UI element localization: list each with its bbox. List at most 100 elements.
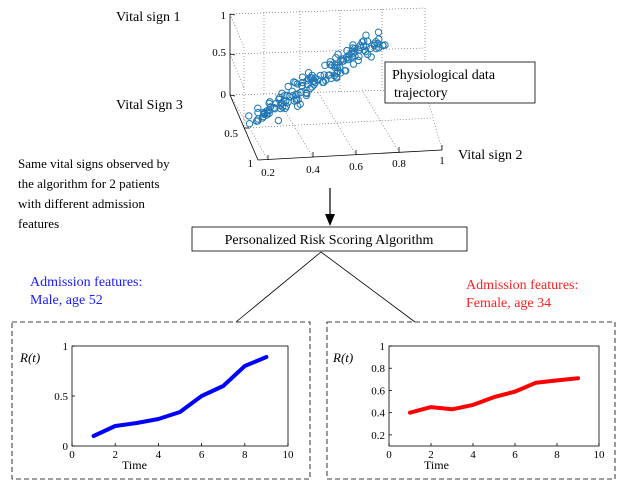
scatter-point <box>302 91 311 100</box>
scatter-point <box>333 74 341 82</box>
scatter-point <box>310 77 319 85</box>
x-tick-label: 4 <box>470 449 476 461</box>
z-tick-1: 1 <box>221 10 227 22</box>
scatter-point <box>349 41 357 49</box>
x-tick-0-6: 0.6 <box>349 161 363 173</box>
algorithm-label: Personalized Risk Scoring Algorithm <box>225 233 434 248</box>
scatter-point <box>284 82 292 91</box>
x-tick-0-8: 0.8 <box>392 158 406 170</box>
side-note-line-2: the algorithm for 2 patients <box>18 176 160 191</box>
scatter-point <box>351 47 359 56</box>
scatter-point <box>330 71 339 80</box>
scatter-points <box>245 28 389 128</box>
scatter-point <box>292 95 300 103</box>
left-panel-frame <box>11 321 311 480</box>
scatter-point <box>334 50 342 58</box>
risk-series-line <box>408 376 580 415</box>
left-xlabel: Time <box>122 458 147 472</box>
x-tick-label: 8 <box>554 449 560 461</box>
scatter-point <box>356 43 365 52</box>
algorithm-box-frame <box>191 226 468 252</box>
scatter-point <box>270 104 278 112</box>
scatter-point <box>379 41 387 49</box>
side-note-line-1: Same vital signs observed by <box>18 156 170 171</box>
x-tick-1: 1 <box>439 155 445 167</box>
scatter-point <box>321 61 329 70</box>
down-arrow <box>325 188 335 226</box>
axis-label-vital-sign-2: Vital sign 2 <box>458 148 523 163</box>
y-tick-label: 0.4 <box>371 408 385 420</box>
scatter-point <box>278 89 286 98</box>
scatter-point <box>302 89 311 97</box>
x-tick-label: 0 <box>386 449 392 461</box>
scatter-point <box>303 80 312 89</box>
x-tick-0-2: 0.2 <box>261 167 275 179</box>
scatter-point <box>337 56 345 64</box>
scatter-point <box>374 28 383 36</box>
x-tick-label: 2 <box>112 449 118 461</box>
scatter-point <box>355 52 363 61</box>
scatter-point <box>358 38 366 46</box>
scatter-point <box>342 53 351 61</box>
side-note-line-4: features <box>18 216 59 231</box>
x-tick-label: 10 <box>594 449 606 461</box>
left-admission-details: Male, age 52 <box>30 293 103 308</box>
y-tick-0-5: 0.5 <box>224 128 238 140</box>
scatter-point <box>245 112 253 120</box>
right-xlabel: Time <box>424 458 449 472</box>
scatter-3d: 1 0.5 0 0.5 1 0.2 0.4 0.6 0.8 1 Vital si… <box>116 7 523 179</box>
x-tick-0-4: 0.4 <box>306 164 320 176</box>
y-tick-label: 0 <box>63 441 69 453</box>
scatter-point <box>265 99 273 108</box>
callout-line-1: Physiological data <box>392 68 496 83</box>
scatter-point <box>285 92 293 101</box>
y-tick-1: 1 <box>248 158 254 170</box>
left-ylabel: R(t) <box>19 350 40 365</box>
z-tick-0-5: 0.5 <box>212 47 226 59</box>
scatter-point <box>362 31 370 39</box>
algorithm-box: Personalized Risk Scoring Algorithm <box>191 226 468 252</box>
scatter-point <box>265 109 273 118</box>
scatter-point <box>306 84 314 93</box>
y-tick-label: 1 <box>63 341 69 353</box>
scatter-point <box>258 114 267 122</box>
scatter-point <box>342 67 350 75</box>
scatter-point <box>260 110 268 119</box>
y-tick-label: 0.8 <box>371 363 385 375</box>
left-risk-chart: R(t) Time 0 2 4 6 8 10 0 0.5 1 <box>19 341 294 472</box>
branch-lines <box>235 251 416 323</box>
right-panel-frame <box>326 321 616 480</box>
scatter-axes <box>229 14 443 161</box>
x-tick-label: 2 <box>428 449 434 461</box>
scatter-point <box>252 117 261 125</box>
scatter-point <box>344 54 352 62</box>
scatter-point <box>349 49 357 57</box>
scatter-point <box>381 41 389 49</box>
x-tick-label: 6 <box>199 449 205 461</box>
right-admission-details: Female, age 34 <box>466 296 551 311</box>
axis-label-vital-sign-1: Vital sign 1 <box>116 10 181 25</box>
scatter-point <box>336 63 344 72</box>
scatter-point <box>298 78 307 87</box>
z-tick-0: 0 <box>221 89 227 101</box>
side-note: Same vital signs observed by the algorit… <box>18 156 170 231</box>
y-tick-label: 0.2 <box>371 430 385 442</box>
x-tick-label: 0 <box>69 449 75 461</box>
callout-box <box>384 61 536 104</box>
x-tick-label: 6 <box>512 449 518 461</box>
scatter-point <box>316 71 324 80</box>
x-tick-label: 10 <box>283 449 295 461</box>
y-tick-label: 1 <box>380 341 386 353</box>
scatter-point <box>320 78 328 86</box>
scatter-point <box>271 105 279 113</box>
right-risk-chart: R(t) Time 0 2 4 6 8 10 0.2 0.4 0.6 0.8 1 <box>332 341 605 472</box>
scatter-ticks <box>229 13 443 160</box>
scatter-point <box>308 83 316 91</box>
x-tick-label: 4 <box>156 449 162 461</box>
scatter-point <box>332 69 341 78</box>
risk-series-line <box>91 355 269 438</box>
right-admission-title: Admission features: <box>466 278 578 293</box>
right-ylabel: R(t) <box>332 350 353 365</box>
scatter-point <box>374 39 382 48</box>
